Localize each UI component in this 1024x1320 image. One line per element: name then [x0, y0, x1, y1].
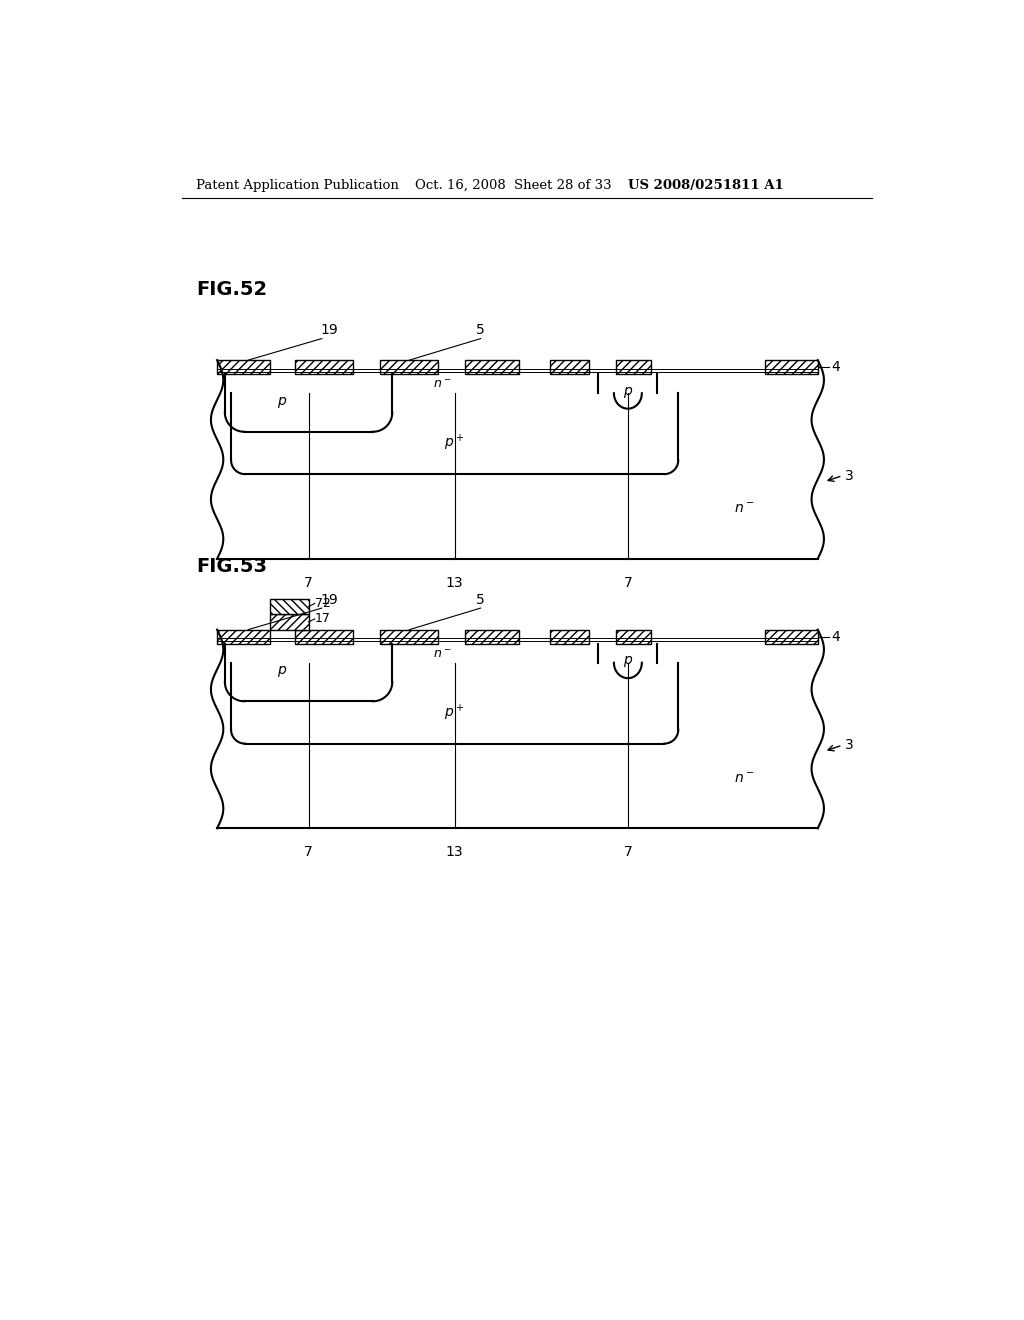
Text: p: p	[624, 384, 632, 397]
Text: $n^-$: $n^-$	[433, 648, 452, 661]
Text: 4: 4	[831, 360, 841, 374]
Text: 13: 13	[445, 576, 464, 590]
Text: 7: 7	[304, 845, 313, 859]
Text: p: p	[278, 664, 286, 677]
Text: 19: 19	[321, 593, 338, 607]
Text: 19: 19	[321, 323, 338, 337]
Bar	[550, 360, 589, 374]
Text: 72: 72	[314, 597, 331, 610]
Text: p: p	[278, 393, 286, 408]
Text: 5: 5	[476, 593, 485, 607]
Bar	[380, 360, 438, 374]
Text: $n^-$: $n^-$	[734, 771, 755, 785]
Text: FIG.53: FIG.53	[197, 557, 267, 576]
Bar	[295, 360, 352, 374]
Text: FIG.52: FIG.52	[197, 280, 267, 298]
Bar	[616, 360, 651, 374]
Text: p: p	[624, 653, 632, 668]
Bar	[765, 630, 818, 644]
Text: 13: 13	[445, 845, 464, 859]
Text: $n^-$: $n^-$	[734, 502, 755, 516]
Bar	[295, 630, 352, 644]
Text: $n^-$: $n^-$	[433, 379, 452, 391]
Text: 7: 7	[624, 576, 632, 590]
Bar	[270, 614, 308, 630]
Bar	[465, 360, 519, 374]
Bar	[217, 630, 270, 644]
Text: Patent Application Publication: Patent Application Publication	[197, 178, 399, 191]
Text: $p^+$: $p^+$	[444, 702, 465, 723]
Text: 3: 3	[845, 469, 854, 483]
Text: US 2008/0251811 A1: US 2008/0251811 A1	[628, 178, 783, 191]
Text: 3: 3	[845, 738, 854, 752]
Text: Oct. 16, 2008: Oct. 16, 2008	[415, 178, 506, 191]
Bar	[380, 630, 438, 644]
Text: 17: 17	[314, 612, 331, 626]
Text: 4: 4	[831, 630, 841, 644]
Bar	[217, 360, 270, 374]
Bar	[765, 360, 818, 374]
Text: 7: 7	[304, 576, 313, 590]
Text: $p^+$: $p^+$	[444, 433, 465, 454]
Bar	[616, 630, 651, 644]
Bar	[270, 599, 308, 614]
Bar	[550, 630, 589, 644]
Text: Sheet 28 of 33: Sheet 28 of 33	[514, 178, 611, 191]
Bar	[465, 630, 519, 644]
Text: 7: 7	[624, 845, 632, 859]
Text: 5: 5	[476, 323, 485, 337]
